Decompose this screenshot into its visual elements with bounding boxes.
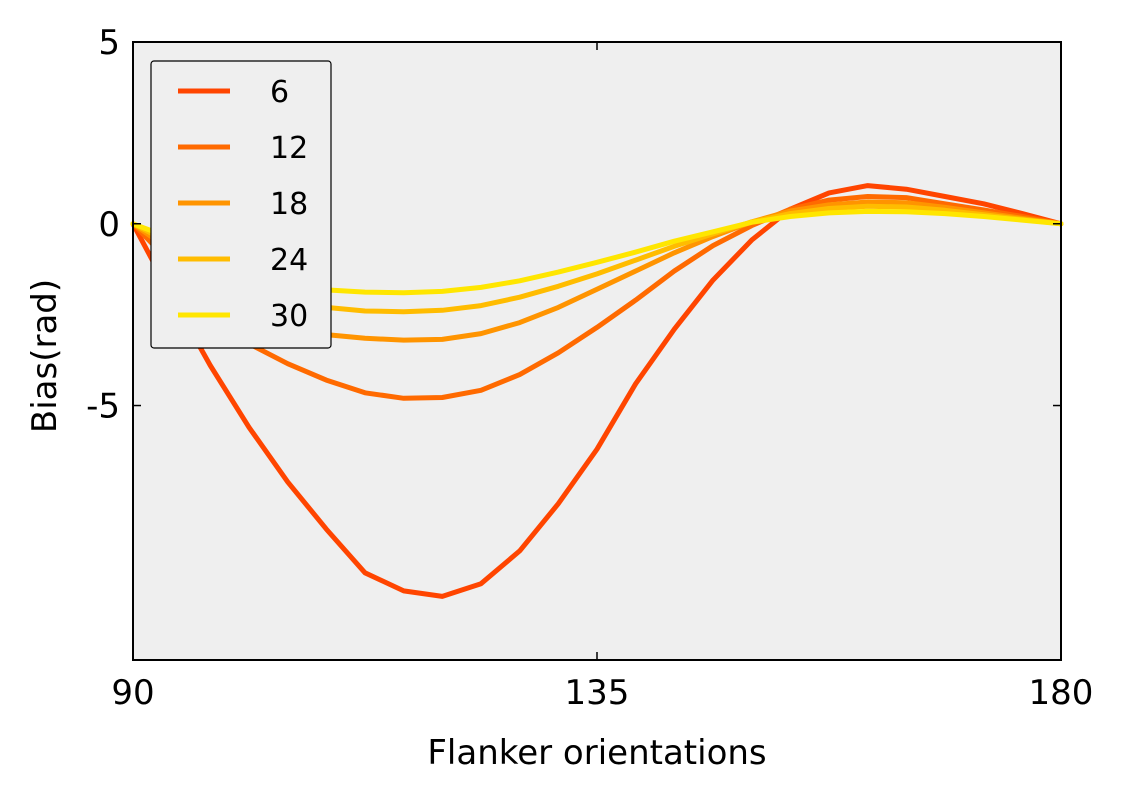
legend-label-18: 18 [270, 187, 308, 222]
x-axis-label: Flanker orientations [427, 733, 766, 773]
y-tick-label: -5 [86, 387, 120, 427]
x-tick-label: 180 [1029, 673, 1094, 713]
y-tick-label: 0 [98, 205, 120, 245]
legend: 6 12 18 24 30 [150, 60, 332, 349]
y-axis-label: Bias(rad) [25, 279, 65, 433]
x-axis: 90 135 180 [111, 42, 1093, 713]
series-line-6 [130, 183, 1064, 599]
legend-label-6: 6 [270, 75, 289, 110]
legend-box [150, 60, 332, 349]
y-tick-label: 5 [98, 23, 120, 63]
series-line-12 [130, 194, 1064, 401]
x-tick-label: 90 [111, 673, 154, 713]
legend-label-12: 12 [270, 131, 308, 166]
legend-label-24: 24 [270, 243, 308, 278]
legend-items: 6 12 18 24 30 [178, 75, 308, 334]
legend-label-30: 30 [270, 299, 308, 334]
y-axis: 5 0 -5 [86, 23, 1061, 427]
x-tick-label: 135 [565, 673, 630, 713]
